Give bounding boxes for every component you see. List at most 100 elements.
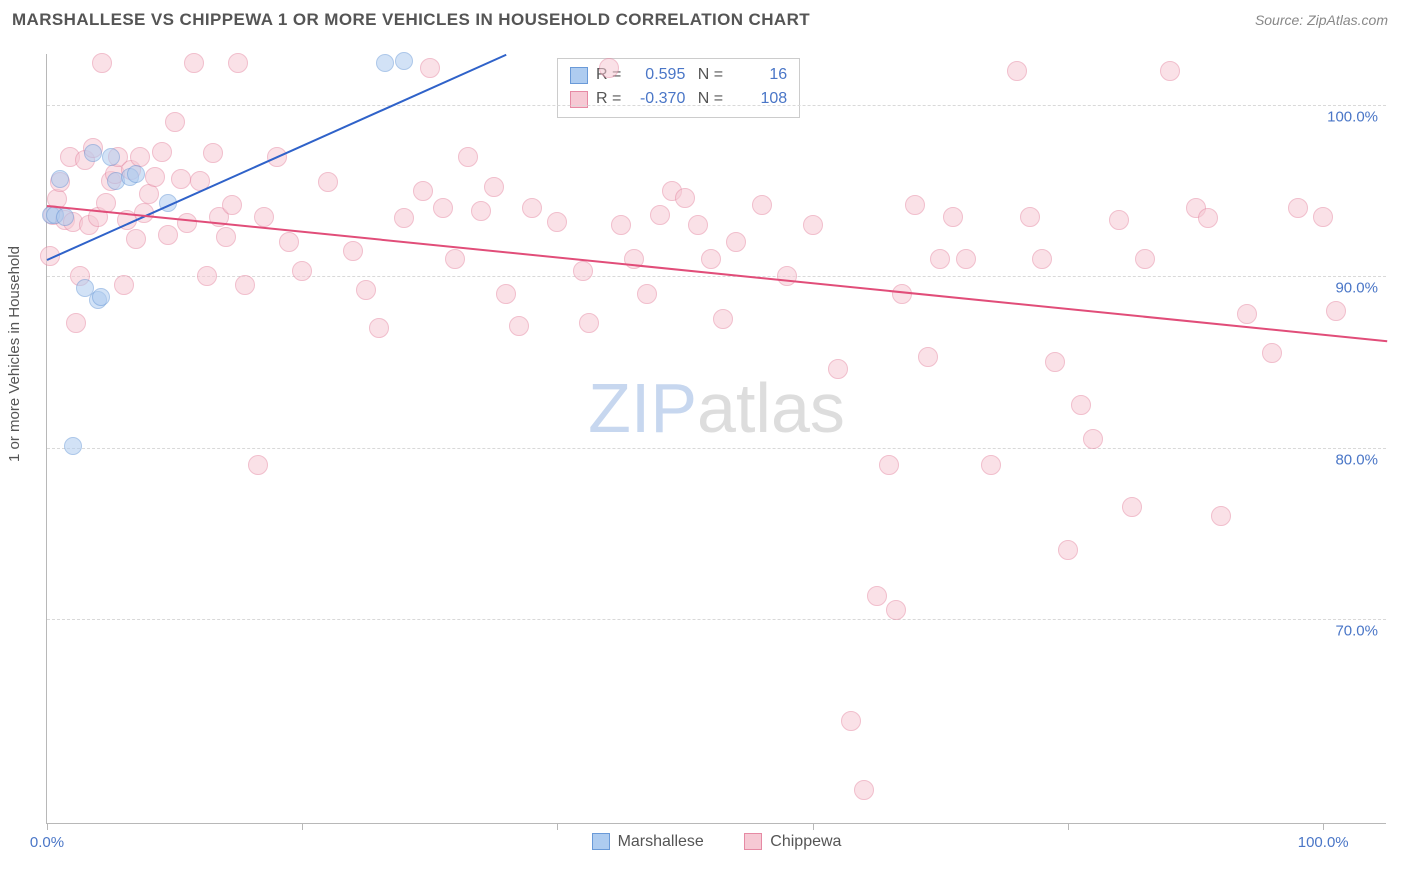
data-point-chippewa: [956, 249, 976, 269]
data-point-chippewa: [152, 142, 172, 162]
data-point-chippewa: [1071, 395, 1091, 415]
x-tick: [557, 823, 558, 830]
data-point-chippewa: [777, 266, 797, 286]
data-point-chippewa: [394, 208, 414, 228]
legend-item-marshallese: Marshallese: [592, 833, 704, 851]
data-point-chippewa: [1007, 61, 1027, 81]
data-point-chippewa: [522, 198, 542, 218]
data-point-marshallese: [64, 437, 82, 455]
stats-box: R = 0.595 N = 16 R = -0.370 N = 108: [557, 58, 800, 118]
data-point-chippewa: [879, 455, 899, 475]
data-point-chippewa: [509, 316, 529, 336]
data-point-marshallese: [102, 148, 120, 166]
data-point-chippewa: [235, 275, 255, 295]
data-point-chippewa: [216, 227, 236, 247]
data-point-chippewa: [1313, 207, 1333, 227]
legend-label-0: Marshallese: [618, 833, 704, 851]
data-point-chippewa: [611, 215, 631, 235]
gridline-h: [47, 105, 1386, 106]
data-point-chippewa: [471, 201, 491, 221]
y-axis-label: 1 or more Vehicles in Household: [6, 246, 23, 462]
watermark-part1: ZIP: [588, 369, 697, 447]
x-tick: [1323, 823, 1324, 830]
data-point-chippewa: [126, 229, 146, 249]
data-point-chippewa: [356, 280, 376, 300]
data-point-chippewa: [981, 455, 1001, 475]
data-point-chippewa: [752, 195, 772, 215]
data-point-chippewa: [433, 198, 453, 218]
data-point-chippewa: [139, 184, 159, 204]
data-point-chippewa: [828, 359, 848, 379]
data-point-chippewa: [158, 225, 178, 245]
data-point-chippewa: [1198, 208, 1218, 228]
y-tick-label: 100.0%: [1327, 109, 1378, 126]
data-point-chippewa: [203, 143, 223, 163]
stat-n-value-1: 108: [731, 87, 787, 111]
data-point-chippewa: [228, 53, 248, 73]
data-point-chippewa: [701, 249, 721, 269]
data-point-chippewa: [1045, 352, 1065, 372]
data-point-chippewa: [197, 266, 217, 286]
data-point-chippewa: [1160, 61, 1180, 81]
x-tick: [302, 823, 303, 830]
data-point-chippewa: [841, 711, 861, 731]
gridline-h: [47, 448, 1386, 449]
data-point-chippewa: [1237, 304, 1257, 324]
y-tick-label: 80.0%: [1335, 451, 1378, 468]
data-point-chippewa: [573, 261, 593, 281]
watermark: ZIPatlas: [588, 368, 845, 448]
data-point-chippewa: [66, 313, 86, 333]
x-tick-label: 0.0%: [30, 834, 64, 851]
data-point-chippewa: [1032, 249, 1052, 269]
data-point-marshallese: [127, 165, 145, 183]
data-point-chippewa: [905, 195, 925, 215]
data-point-chippewa: [114, 275, 134, 295]
data-point-chippewa: [1058, 540, 1078, 560]
stat-n-value-0: 16: [731, 63, 787, 87]
x-tick-label: 100.0%: [1298, 834, 1349, 851]
data-point-chippewa: [177, 213, 197, 233]
data-point-chippewa: [458, 147, 478, 167]
data-point-chippewa: [130, 147, 150, 167]
data-point-chippewa: [184, 53, 204, 73]
stat-r-value-1: -0.370: [629, 87, 685, 111]
data-point-chippewa: [420, 58, 440, 78]
data-point-chippewa: [496, 284, 516, 304]
x-tick: [1068, 823, 1069, 830]
data-point-chippewa: [688, 215, 708, 235]
chart-header: MARSHALLESE VS CHIPPEWA 1 OR MORE VEHICL…: [0, 0, 1406, 36]
data-point-chippewa: [318, 172, 338, 192]
data-point-chippewa: [1109, 210, 1129, 230]
chart-source: Source: ZipAtlas.com: [1255, 12, 1388, 28]
data-point-chippewa: [886, 600, 906, 620]
data-point-chippewa: [1083, 429, 1103, 449]
data-point-chippewa: [918, 347, 938, 367]
data-point-chippewa: [248, 455, 268, 475]
chart-wrap: 1 or more Vehicles in Household ZIPatlas…: [0, 42, 1406, 892]
legend-label-1: Chippewa: [770, 833, 841, 851]
data-point-marshallese: [56, 208, 74, 226]
data-point-chippewa: [171, 169, 191, 189]
y-tick-label: 70.0%: [1335, 622, 1378, 639]
data-point-chippewa: [713, 309, 733, 329]
data-point-chippewa: [726, 232, 746, 252]
data-point-chippewa: [943, 207, 963, 227]
data-point-chippewa: [484, 177, 504, 197]
data-point-marshallese: [376, 54, 394, 72]
data-point-chippewa: [675, 188, 695, 208]
legend-swatch-chippewa: [744, 833, 762, 850]
data-point-marshallese: [51, 170, 69, 188]
data-point-chippewa: [599, 58, 619, 78]
data-point-chippewa: [145, 167, 165, 187]
chart-title: MARSHALLESE VS CHIPPEWA 1 OR MORE VEHICL…: [12, 10, 810, 30]
x-tick: [47, 823, 48, 830]
data-point-chippewa: [1135, 249, 1155, 269]
watermark-part2: atlas: [697, 369, 845, 447]
bottom-legend: Marshallese Chippewa: [47, 833, 1386, 856]
data-point-chippewa: [579, 313, 599, 333]
data-point-chippewa: [854, 780, 874, 800]
data-point-marshallese: [92, 288, 110, 306]
stat-r-label: R =: [596, 87, 621, 111]
data-point-chippewa: [369, 318, 389, 338]
stat-r-value-0: 0.595: [629, 63, 685, 87]
